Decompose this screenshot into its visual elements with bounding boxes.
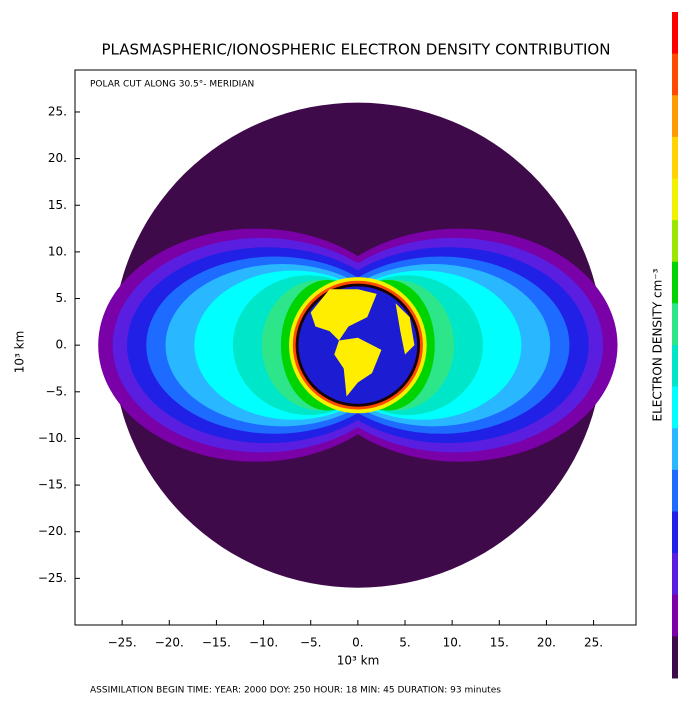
continent [334,337,382,397]
x-tick-label: 0. [352,636,363,650]
y-tick-label: 5. [56,291,67,305]
x-tick-label: −15. [202,636,231,650]
colorbar-segment [672,12,678,55]
density-field [98,102,618,588]
colorbar-segment [672,594,678,637]
x-tick-label: −5. [300,636,322,650]
x-tick-label: 10. [443,636,462,650]
y-axis-label: 10³ km [13,331,27,374]
x-tick-label: −20. [155,636,184,650]
x-tick-label: −10. [249,636,278,650]
y-tick-label: 10. [48,244,67,258]
y-tick-label: −15. [38,478,67,492]
x-axis-label: 10³ km [337,654,380,668]
y-tick-label: 15. [48,198,67,212]
x-tick-label: 20. [537,636,556,650]
colorbar-segment [672,553,678,596]
y-tick-label: −10. [38,431,67,445]
x-tick-label: −25. [108,636,137,650]
colorbar-segment [672,136,678,179]
colorbar-segment [672,95,678,138]
colorbar-label: ELECTRON DENSITY cm⁻³ [651,268,665,421]
subtitle: POLAR CUT ALONG 30.5°- MERIDIAN [90,80,254,90]
x-tick-label: 5. [399,636,410,650]
chart-title: PLASMASPHERIC/IONOSPHERIC ELECTRON DENSI… [102,41,611,59]
x-tick-label: 15. [490,636,509,650]
y-tick-label: −25. [38,571,67,585]
y-tick-label: 20. [48,151,67,165]
colorbar-segment [672,261,678,304]
footer: ASSIMILATION BEGIN TIME: YEAR: 2000 DOY:… [90,686,501,696]
y-tick-label: 25. [48,104,67,118]
colorbar-segment [672,469,678,512]
x-tick-label: 25. [584,636,603,650]
y-tick-label: −5. [45,384,67,398]
plot-frame [74,69,637,626]
y-tick-label: −20. [38,524,67,538]
colorbar-segment [672,511,678,554]
colorbar-segment [672,53,678,96]
colorbar-segment [672,428,678,471]
colorbar-segment [672,636,678,679]
y-tick-label: 0. [56,338,67,352]
colorbar-segment [672,386,678,429]
colorbar-segment [672,303,678,346]
continent [395,303,415,355]
colorbar-segment [672,178,678,221]
colorbar-segment [672,220,678,263]
continent [310,289,377,341]
colorbar-segment [672,345,678,388]
